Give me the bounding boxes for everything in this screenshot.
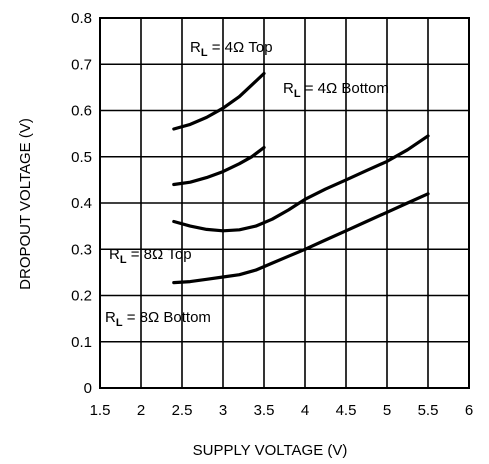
x-tick-label: 1.5 xyxy=(90,402,111,419)
x-tick-label: 5 xyxy=(383,402,391,419)
series-line-1 xyxy=(172,145,266,187)
y-tick-label: 0 xyxy=(84,380,92,397)
x-axis-title: SUPPLY VOLTAGE (V) xyxy=(193,442,348,459)
x-tick-label: 4.5 xyxy=(336,402,357,419)
x-tick-label: 5.5 xyxy=(418,402,439,419)
plot-frame xyxy=(99,17,470,389)
x-tick-label: 2 xyxy=(137,402,145,419)
series-lines xyxy=(172,71,430,285)
series-label-4ohm-bottom: RL = 4Ω Bottom xyxy=(283,80,389,100)
y-tick-label: 0.6 xyxy=(71,103,92,120)
series-label-8ohm-bottom: RL = 8Ω Bottom xyxy=(105,309,211,329)
y-tick-label: 0.5 xyxy=(71,149,92,166)
series-line-2 xyxy=(172,134,430,233)
y-tick-label: 0.2 xyxy=(71,288,92,305)
y-tick-label: 0.8 xyxy=(71,10,92,27)
series-line-3 xyxy=(172,192,430,285)
y-tick-label: 0.3 xyxy=(71,241,92,258)
x-tick-label: 2.5 xyxy=(172,402,193,419)
x-axis-ticks: 1.5 2 2.5 3 3.5 4 4.5 5 5.5 6 xyxy=(90,402,474,419)
series-label-8ohm-top: RL = 8Ω Top xyxy=(109,246,192,266)
y-tick-label: 0.7 xyxy=(71,56,92,73)
y-tick-label: 0.4 xyxy=(71,195,92,212)
series-label-4ohm-top: RL = 4Ω Top xyxy=(190,39,273,59)
grid xyxy=(99,17,470,389)
y-axis-title: DROPOUT VOLTAGE (V) xyxy=(17,118,34,290)
x-tick-label: 4 xyxy=(301,402,309,419)
series-line-0 xyxy=(172,71,266,131)
y-axis-ticks: 0 0.1 0.2 0.3 0.4 0.5 0.6 0.7 0.8 xyxy=(71,10,92,397)
x-tick-label: 3.5 xyxy=(254,402,275,419)
x-tick-label: 6 xyxy=(465,402,473,419)
x-tick-label: 3 xyxy=(219,402,227,419)
y-tick-label: 0.1 xyxy=(71,334,92,351)
